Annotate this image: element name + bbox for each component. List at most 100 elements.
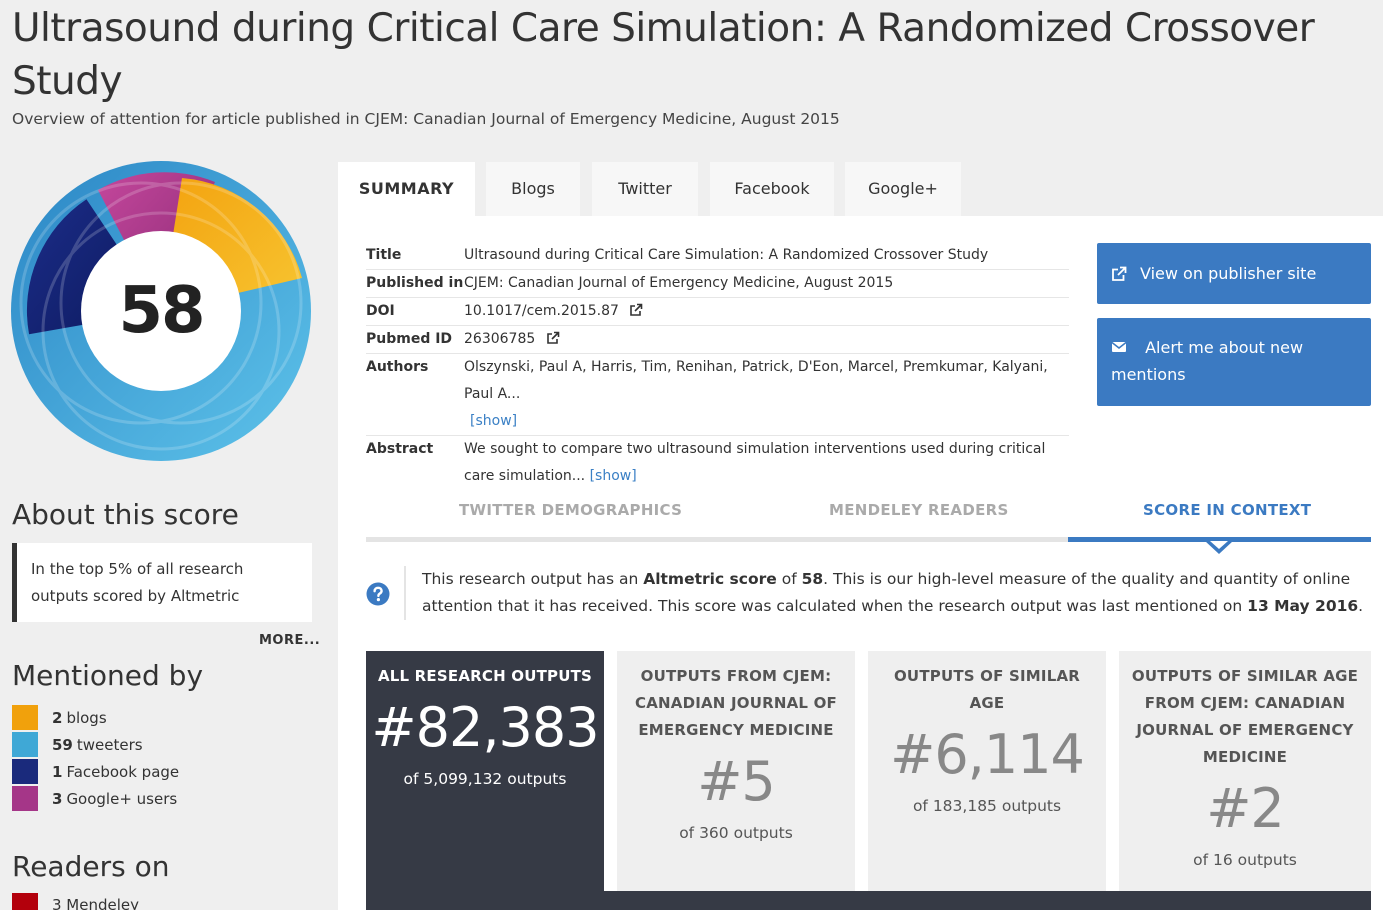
altmetric-score: 58 [118,274,205,348]
rank-chart-strip [366,891,1371,910]
abstract-value: We sought to compare two ultrasound simu… [464,441,1046,484]
detail-published: Published in CJEM: Canadian Journal of E… [366,270,1069,298]
mention-googleplus[interactable]: 3 Google+ users [12,785,179,812]
doi-label: DOI [366,303,395,319]
rank-box-label: ALL RESEARCH OUTPUTS [377,667,593,685]
rank-box-rank: #82,383 [371,696,599,759]
mention-label: tweeters [76,735,143,754]
mendeley-swatch [12,893,38,910]
about-score-heading: About this score [12,498,239,531]
rank-box-of: of 5,099,132 outputs [403,770,567,788]
readers-on-heading: Readers on [12,850,170,883]
mentioned-by-heading: Mentioned by [12,659,204,692]
authors-label: Authors [366,359,429,375]
tab-summary[interactable]: SUMMARY [338,162,475,216]
readers-label: 3 Mendeley [52,896,140,910]
altmetric-donut[interactable]: 58 [10,160,312,462]
rank-box-label: OUTPUTS OF SIMILAR AGE [893,667,1081,712]
donut-center [81,231,241,391]
caret-down-icon [1205,541,1233,554]
context-score-term: Altmetric score [643,570,777,588]
tab-facebook[interactable]: Facebook [710,162,834,216]
view-publisher-label: View on publisher site [1140,264,1317,283]
context-text-part: of [776,570,802,588]
help-icon[interactable] [366,582,390,606]
subtab-score-in-context[interactable]: SCORE IN CONTEXT [1143,501,1312,519]
rank-box-label: OUTPUTS FROM CJEM: CANADIAN JOURNAL OF E… [634,667,837,739]
rank-box-of: of 183,185 outputs [912,797,1062,815]
rank-box-label: OUTPUTS OF SIMILAR AGE FROM CJEM: CANADI… [1131,667,1359,766]
rank-box-rank: #6,114 [890,723,1085,786]
summary-panel: Title Ultrasound during Critical Care Si… [338,216,1383,910]
context-date: 13 May 2016 [1247,597,1359,615]
published-label: Published in [366,275,464,291]
mention-count: 1 [52,762,63,781]
mention-facebook[interactable]: 1 Facebook page [12,758,179,785]
rank-box-rank: #2 [1206,777,1285,840]
pubmed-label: Pubmed ID [366,331,453,347]
mentioned-by-list: 2 blogs 59 tweeters 1 Facebook page 3 Go… [12,704,179,812]
envelope-icon [1111,341,1127,352]
doi-link[interactable]: 10.1017/cem.2015.87 [464,298,643,325]
mention-label: Facebook page [66,762,180,781]
alert-me-button[interactable]: Alert me about new mentions [1097,318,1371,406]
title-value: Ultrasound during Critical Care Simulati… [464,247,989,263]
tab-blogs[interactable]: Blogs [486,162,580,216]
subtab-twitter-demographics[interactable]: TWITTER DEMOGRAPHICS [459,501,683,519]
page-title: Ultrasound during Critical Care Simulati… [12,6,1315,104]
detail-title: Title Ultrasound during Critical Care Si… [366,242,1069,270]
alert-me-label: Alert me about new mentions [1111,338,1304,384]
rank-box-of: of 16 outputs [1193,851,1297,869]
mention-blogs[interactable]: 2 blogs [12,704,179,731]
title-label: Title [366,247,402,263]
rank-box-similar-age-journal: OUTPUTS OF SIMILAR AGE FROM CJEM: CANADI… [1119,651,1371,891]
donut-ring [11,161,311,461]
sub-tab-bar: TWITTER DEMOGRAPHICS MENDELEY READERS SC… [366,496,1371,554]
more-link[interactable]: MORE... [259,633,321,648]
blogs-swatch [12,705,38,730]
doi-value: 10.1017/cem.2015.87 [464,303,619,319]
mention-tweeters[interactable]: 59 tweeters [12,731,179,758]
context-text-part: . [1358,597,1364,615]
active-subtab-indicator [1068,537,1371,542]
mention-count: 3 [52,789,63,808]
context-text-part: This research output has an [422,570,644,588]
mention-label: blogs [66,708,107,727]
tweeters-swatch [12,732,38,757]
rank-box-journal: OUTPUTS FROM CJEM: CANADIAN JOURNAL OF E… [617,651,855,891]
abstract-show-link[interactable]: [show] [589,468,637,484]
external-link-icon [630,303,643,316]
detail-abstract: Abstract We sought to compare two ultras… [366,436,1069,490]
rank-box-rank: #5 [697,750,776,813]
authors-value: Olszynski, Paul A, Harris, Tim, Renihan,… [464,359,1048,402]
external-link-icon [546,331,560,344]
about-score-box: In the top 5% of all research outputs sc… [12,543,312,622]
mention-label: Google+ users [66,789,178,808]
subtab-mendeley-readers[interactable]: MENDELEY READERS [829,501,1009,519]
tab-googleplus[interactable]: Google+ [845,162,961,216]
published-value: CJEM: Canadian Journal of Emergency Medi… [464,275,894,291]
context-text-part: . This is our high-level measure of the … [422,570,1351,615]
context-score-value: 58 [801,570,824,588]
score-context-text: This research output has an Altmetric sc… [404,566,1374,620]
article-details: Title Ultrasound during Critical Care Si… [366,242,1069,490]
rank-box-similar-age: OUTPUTS OF SIMILAR AGE #6,114 of 183,185… [868,651,1106,891]
mention-count: 59 [52,735,73,754]
pubmed-value: 26306785 [464,331,536,347]
rank-box-of: of 360 outputs [679,824,793,842]
mention-count: 2 [52,708,63,727]
pubmed-link[interactable]: 26306785 [464,326,560,353]
detail-authors: Authors Olszynski, Paul A, Harris, Tim, … [366,354,1069,436]
facebook-swatch [12,759,38,784]
external-link-icon [1112,266,1127,281]
readers-mendeley[interactable]: 3 Mendeley [12,893,139,910]
detail-pubmed: Pubmed ID 26306785 [366,326,1069,354]
authors-show-link[interactable]: [show] [470,413,518,429]
rank-box-all-outputs: ALL RESEARCH OUTPUTS #82,383 of 5,099,13… [366,651,604,910]
abstract-label: Abstract [366,441,434,457]
page-subtitle: Overview of attention for article publis… [12,110,840,128]
view-publisher-button[interactable]: View on publisher site [1097,243,1371,304]
tab-twitter[interactable]: Twitter [592,162,698,216]
googleplus-swatch [12,786,38,811]
detail-doi: DOI 10.1017/cem.2015.87 [366,298,1069,326]
